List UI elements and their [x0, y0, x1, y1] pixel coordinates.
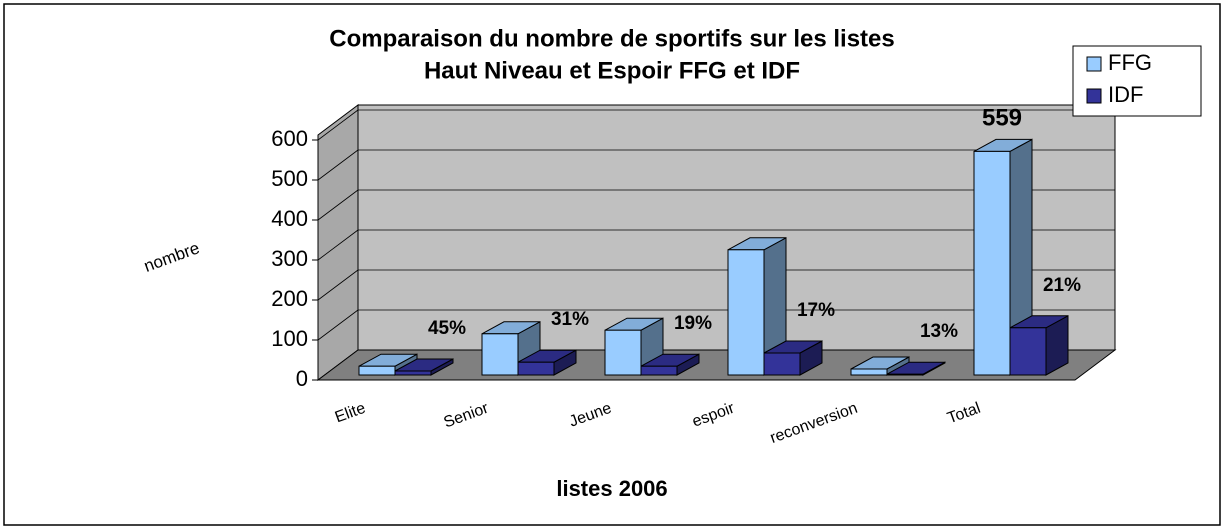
bar [973, 150, 1011, 376]
x-axis-title: listes 2006 [556, 476, 667, 501]
bar [394, 370, 432, 376]
data-label: 559 [982, 105, 1022, 132]
grid-line [317, 269, 359, 301]
legend-label: FFG [1108, 50, 1152, 75]
grid-line [317, 149, 359, 181]
y-tick-label: 0 [296, 366, 308, 391]
bar [1009, 327, 1047, 376]
y-tick-label: 600 [271, 126, 308, 151]
bar [640, 365, 678, 376]
legend-label: IDF [1108, 82, 1143, 107]
bar [604, 329, 642, 376]
grid-line [317, 229, 359, 261]
annotation: 45% [428, 318, 466, 339]
annotation: 17% [797, 300, 835, 321]
legend-swatch [1086, 56, 1102, 72]
y-tick-label: 200 [271, 286, 308, 311]
y-tick-label: 500 [271, 166, 308, 191]
annotation: 19% [674, 313, 712, 334]
side-wall [317, 104, 359, 381]
bar [358, 365, 396, 376]
chart-title: Comparaison du nombre de sportifs sur le… [329, 25, 894, 52]
bar [517, 361, 555, 376]
annotation: 31% [551, 309, 589, 330]
grid-line [317, 189, 359, 221]
grid-line [317, 109, 359, 141]
y-tick-label: 100 [271, 326, 308, 351]
bar [763, 352, 801, 376]
annotation: 21% [1043, 275, 1081, 296]
bar [886, 373, 924, 376]
bar [481, 333, 519, 376]
grid-line [317, 309, 359, 341]
chart-title: Haut Niveau et Espoir FFG et IDF [424, 57, 800, 84]
y-tick-label: 300 [271, 246, 308, 271]
y-tick-label: 400 [271, 206, 308, 231]
legend-swatch [1086, 88, 1102, 104]
bar [727, 249, 765, 376]
bar [850, 368, 888, 376]
annotation: 13% [920, 321, 958, 342]
